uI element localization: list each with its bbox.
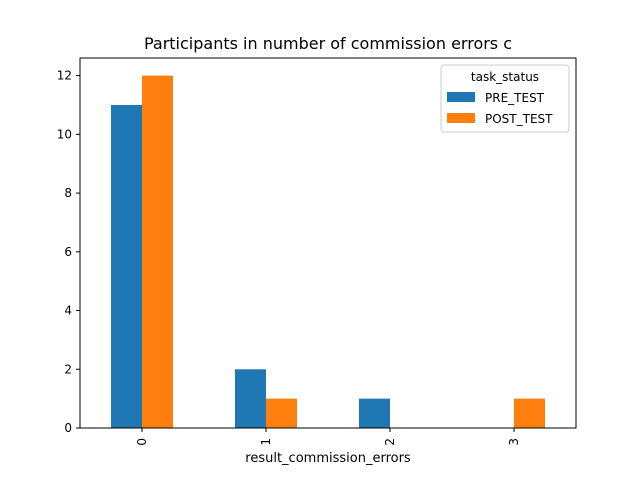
y-tick-label: 12: [57, 69, 72, 83]
x-axis: 0 1 2 3: [135, 428, 521, 446]
bars-group: [111, 75, 545, 428]
bar-post-test-1: [266, 398, 297, 428]
legend-label-post-test: POST_TEST: [485, 112, 553, 126]
legend-title: task_status: [471, 70, 539, 84]
y-tick-label: 10: [57, 127, 72, 141]
bar-post-test-3: [514, 398, 545, 428]
bar-post-test-0: [142, 75, 173, 428]
legend-label-pre-test: PRE_TEST: [485, 91, 545, 105]
legend-swatch-post-test: [447, 113, 475, 123]
y-tick-label: 8: [64, 186, 72, 200]
legend: task_status PRE_TEST POST_TEST: [440, 64, 570, 133]
y-tick-label: 0: [64, 421, 72, 435]
x-tick-label: 0: [135, 438, 149, 446]
bar-pre-test-0: [111, 104, 142, 428]
legend-swatch-pre-test: [447, 92, 475, 102]
y-tick-label: 6: [64, 245, 72, 259]
x-axis-label: result_commission_errors: [245, 451, 411, 466]
x-tick-label: 1: [259, 438, 273, 446]
y-tick-label: 4: [64, 304, 72, 318]
plot-frame: [79, 57, 577, 429]
x-tick-label: 2: [383, 438, 397, 446]
bar-pre-test-1: [235, 369, 266, 428]
y-tick-label: 2: [64, 362, 72, 376]
y-axis: 0 2 4 6 8 10 12: [57, 69, 80, 435]
bar-pre-test-2: [359, 398, 390, 428]
chart-title: Participants in number of commission err…: [144, 34, 512, 53]
x-tick-label: 3: [507, 438, 521, 446]
